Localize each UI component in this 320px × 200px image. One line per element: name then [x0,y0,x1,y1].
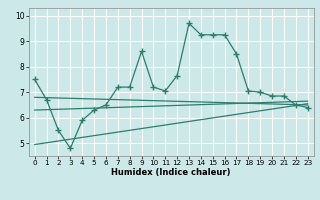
X-axis label: Humidex (Indice chaleur): Humidex (Indice chaleur) [111,168,231,177]
